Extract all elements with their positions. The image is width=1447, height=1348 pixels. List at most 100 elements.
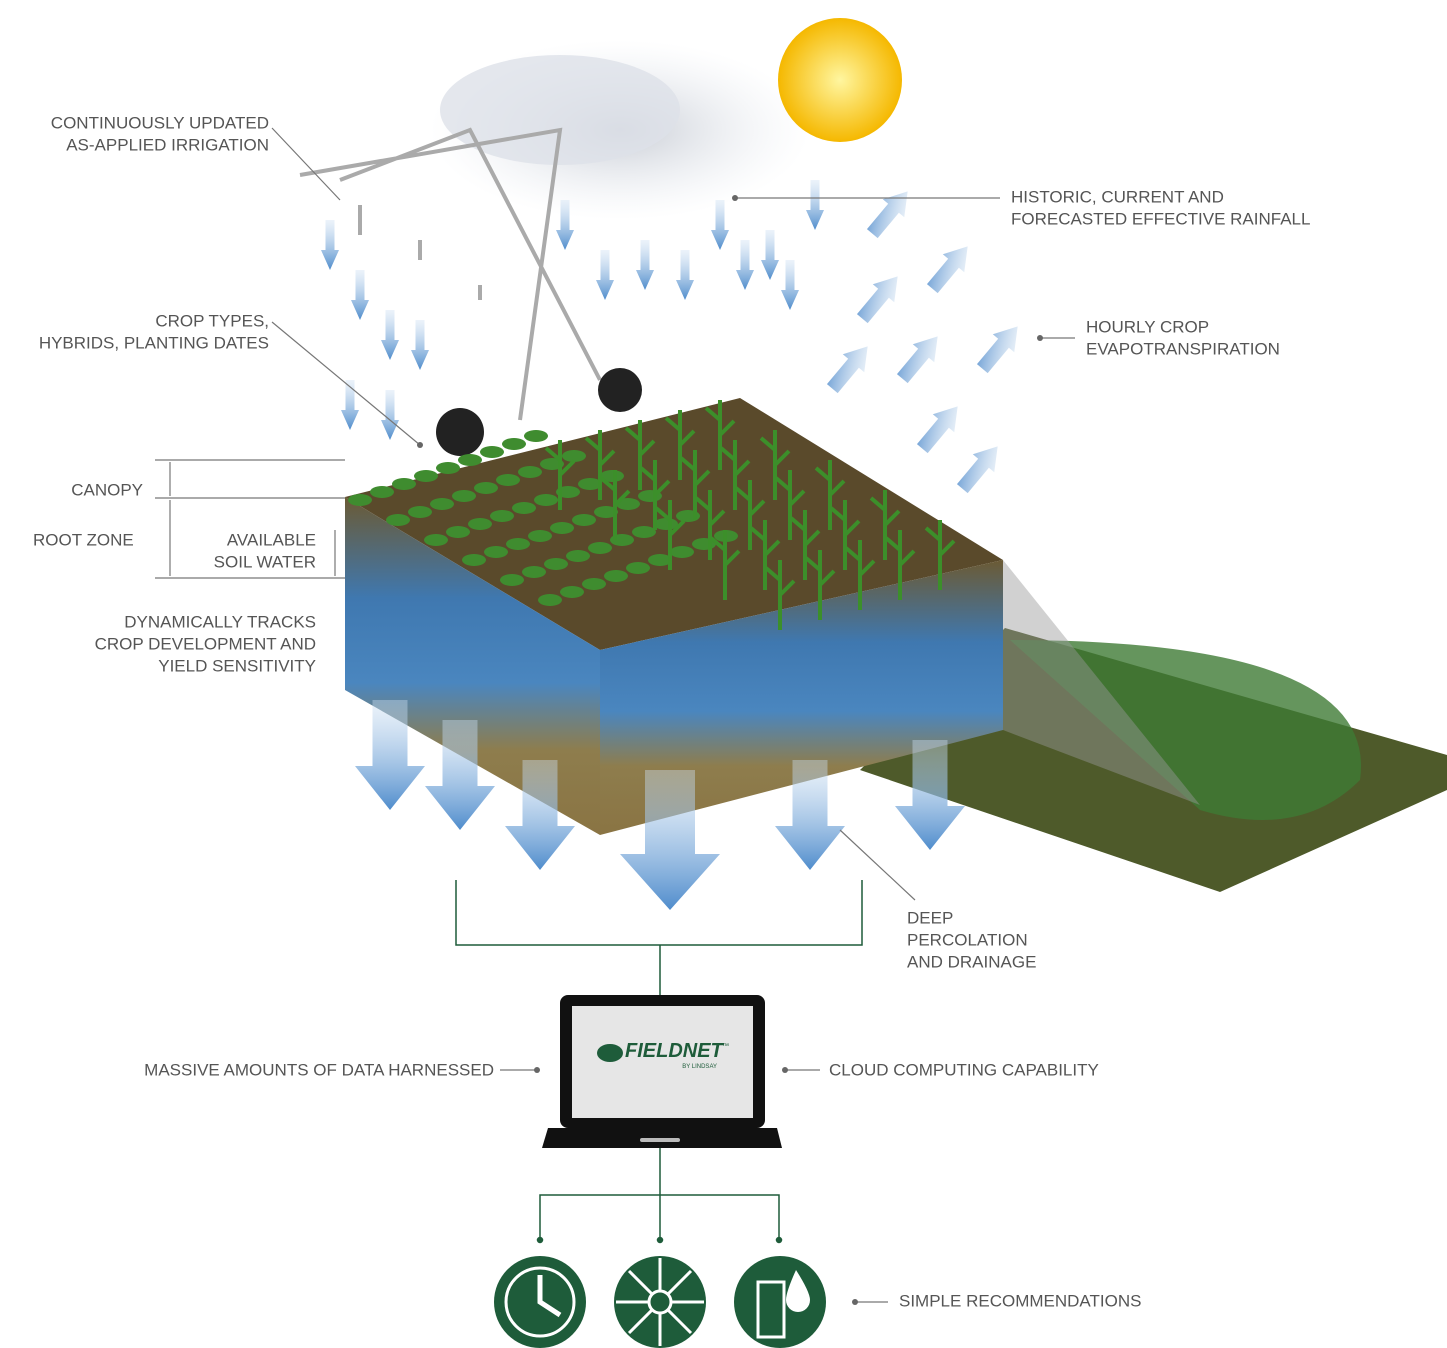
plant xyxy=(436,462,460,474)
plant xyxy=(484,546,508,558)
corn xyxy=(599,470,631,540)
arrow xyxy=(321,220,339,270)
corn xyxy=(749,520,781,590)
plant xyxy=(594,506,618,518)
illustration xyxy=(299,18,1447,910)
label: DEEP xyxy=(907,908,953,927)
pivot-circle xyxy=(1010,640,1362,820)
laptop: FIELDNET ™ BY LINDSAY xyxy=(542,995,782,1148)
label: DYNAMICALLY TRACKS xyxy=(124,612,316,631)
label: HYBRIDS, PLANTING DATES xyxy=(39,333,269,352)
corn xyxy=(804,550,836,620)
corn xyxy=(829,500,861,570)
label: YIELD SENSITIVITY xyxy=(158,656,316,675)
plant xyxy=(408,506,432,518)
label: CROP TYPES, xyxy=(155,311,269,330)
plant xyxy=(572,514,596,526)
plant xyxy=(534,494,558,506)
corn xyxy=(654,500,686,570)
corn xyxy=(774,470,806,540)
plant xyxy=(392,478,416,490)
corn xyxy=(734,480,766,550)
arrow xyxy=(866,191,908,239)
plant xyxy=(462,554,486,566)
corn xyxy=(764,560,796,630)
corn xyxy=(694,490,726,560)
plant xyxy=(550,522,574,534)
plant xyxy=(446,526,470,538)
soil-left xyxy=(345,497,600,835)
arrow xyxy=(381,390,399,440)
arrow xyxy=(896,336,938,384)
plant xyxy=(604,570,628,582)
label: PERCOLATION xyxy=(907,930,1028,949)
plant xyxy=(506,538,530,550)
plant xyxy=(524,430,548,442)
plant xyxy=(616,498,640,510)
plant xyxy=(370,486,394,498)
arrow xyxy=(676,250,694,300)
corn xyxy=(639,460,671,530)
plant xyxy=(468,518,492,530)
arrow xyxy=(381,310,399,360)
plant xyxy=(348,494,372,506)
label: ROOT ZONE xyxy=(33,530,134,549)
arrow xyxy=(956,446,998,494)
arrow xyxy=(826,346,868,394)
plant xyxy=(648,554,672,566)
plant xyxy=(500,574,524,586)
label: CROP DEVELOPMENT AND xyxy=(95,634,316,653)
corn xyxy=(704,400,736,470)
label: SOIL WATER xyxy=(214,552,316,571)
arrow xyxy=(916,406,958,454)
label: MASSIVE AMOUNTS OF DATA HARNESSED xyxy=(144,1060,494,1079)
plant xyxy=(544,558,568,570)
arrow xyxy=(620,770,720,910)
logo-name: FIELDNET xyxy=(625,1040,725,1062)
corn xyxy=(624,420,656,490)
plant xyxy=(474,482,498,494)
plant xyxy=(528,530,552,542)
corn xyxy=(719,440,751,510)
arrow xyxy=(976,326,1018,374)
arrow xyxy=(355,700,425,810)
arrow xyxy=(781,260,799,310)
cloud xyxy=(440,55,680,165)
plant xyxy=(496,474,520,486)
arrow xyxy=(596,250,614,300)
plant xyxy=(502,438,526,450)
corn xyxy=(884,530,916,600)
arrow xyxy=(341,380,359,430)
arrow xyxy=(895,740,965,850)
plant xyxy=(480,446,504,458)
plant xyxy=(626,562,650,574)
label: HOURLY CROP xyxy=(1086,317,1209,336)
corn xyxy=(759,430,791,500)
arrow xyxy=(761,230,779,280)
corn xyxy=(869,490,901,560)
arrow xyxy=(425,720,495,830)
label: EVAPOTRANSPIRATION xyxy=(1086,339,1280,358)
plant xyxy=(414,470,438,482)
corn xyxy=(924,520,956,590)
sun xyxy=(778,18,902,142)
plant xyxy=(490,510,514,522)
corn xyxy=(789,510,821,580)
plant xyxy=(518,466,542,478)
plant xyxy=(600,470,624,482)
arrow xyxy=(775,760,845,870)
label: AVAILABLE xyxy=(227,530,316,549)
label: CLOUD COMPUTING CAPABILITY xyxy=(829,1060,1099,1079)
plant xyxy=(386,514,410,526)
plant xyxy=(670,546,694,558)
plant xyxy=(512,502,536,514)
plant xyxy=(582,578,606,590)
plant xyxy=(578,478,602,490)
label: AND DRAINAGE xyxy=(907,952,1036,971)
corn xyxy=(814,460,846,530)
plant xyxy=(566,550,590,562)
arrow xyxy=(856,276,898,324)
plant xyxy=(452,490,476,502)
plant xyxy=(522,566,546,578)
